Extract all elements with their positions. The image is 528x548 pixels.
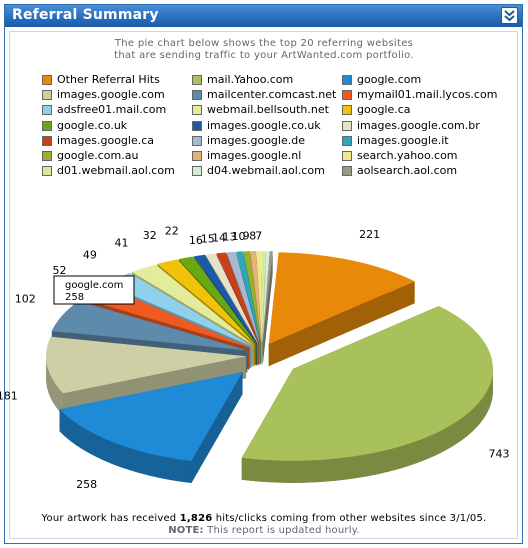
pie-slice[interactable] (268, 252, 415, 367)
legend-label: adsfree01.mail.com (57, 103, 167, 117)
slice-value-label: 49 (83, 248, 97, 261)
total-hits: 1,826 (179, 513, 213, 524)
legend-swatch (192, 151, 202, 161)
panel-header: Referral Summary (5, 5, 522, 27)
legend-label: Other Referral Hits (57, 73, 160, 86)
chart-tooltip: google.com 258 (53, 275, 135, 305)
summary-suffix: hits/clicks coming from other websites s… (212, 513, 487, 524)
legend-label: google.co.uk (57, 118, 128, 132)
legend-label: images.google.it (357, 133, 449, 147)
legend-swatch (342, 135, 352, 146)
summary-line: Your artwork has received 1,826 hits/cli… (0, 513, 528, 524)
tooltip-value: 258 (65, 292, 84, 303)
legend-swatch (42, 151, 52, 161)
legend-label: webmail.bellsouth.net (207, 103, 329, 117)
slice-value-label: 743 (488, 447, 509, 460)
summary-prefix: Your artwork has received (41, 513, 180, 524)
legend-label: google.com.au (57, 149, 139, 162)
legend-label: d01.webmail.aol.com (57, 164, 175, 178)
legend-label: images.google.de (207, 133, 305, 147)
legend-swatch (342, 120, 352, 131)
legend-swatch (342, 151, 352, 161)
slice-value-label: 181 (0, 389, 18, 402)
slice-value-label: 52 (52, 264, 66, 277)
note-line: NOTE: This report is updated hourly. (0, 525, 528, 536)
legend-swatch (342, 105, 352, 116)
legend-swatch (42, 120, 52, 131)
tooltip-label: google.com (65, 280, 123, 291)
legend-swatch (192, 105, 202, 116)
intro-line-2: that are sending traffic to your ArtWant… (114, 50, 414, 61)
pie-slice[interactable] (59, 372, 243, 484)
legend-label: google.ca (357, 103, 411, 117)
legend-label: images.google.com.br (357, 118, 480, 132)
slice-value-label: 258 (76, 478, 97, 491)
legend-label: images.google.com (57, 88, 165, 102)
legend-swatch (42, 135, 52, 146)
legend-label: mail.Yahoo.com (207, 73, 294, 86)
legend-swatch (192, 90, 202, 101)
legend-label: mailcenter.comcast.net (207, 88, 337, 102)
slice-value-label: 9 (243, 230, 250, 243)
slice-value-label: 15 (201, 233, 215, 246)
legend-label: google.com (357, 73, 422, 86)
pie-slice[interactable] (262, 251, 273, 366)
legend-label: images.google.nl (207, 149, 302, 162)
legend-swatch (42, 90, 52, 101)
slice-value-label: 221 (359, 228, 380, 241)
legend-swatch (42, 75, 52, 85)
legend-swatch (192, 120, 202, 131)
panel-title: Referral Summary (12, 7, 159, 23)
note-label: NOTE: (168, 525, 204, 536)
pie-slice[interactable] (241, 305, 493, 483)
slice-value-label: 13 (223, 231, 237, 244)
slice-value-label: 14 (212, 231, 226, 244)
legend-label: search.yahoo.com (357, 149, 458, 162)
note-text: This report is updated hourly. (203, 525, 360, 536)
legend-swatch (192, 166, 202, 177)
legend-label: images.google.ca (57, 133, 155, 147)
legend-label: images.google.co.uk (207, 118, 321, 132)
slice-value-label: 41 (115, 237, 129, 250)
slice-value-label: 8 (249, 230, 256, 243)
legend-label: aolsearch.aol.com (357, 164, 458, 178)
legend-swatch (42, 105, 52, 116)
slice-value-label: 102 (15, 292, 36, 305)
intro-line-1: The pie chart below shows the top 20 ref… (114, 38, 414, 49)
collapse-button[interactable] (501, 7, 518, 24)
slice-value-label: 32 (143, 229, 157, 242)
legend-label: d04.webmail.aol.com (207, 164, 325, 178)
slice-value-label: 10 (232, 230, 246, 243)
legend-swatch (192, 135, 202, 146)
legend-label: mymail01.mail.lycos.com (357, 88, 498, 102)
slice-value-label: 22 (165, 224, 179, 237)
double-chevron-down-icon (504, 10, 515, 22)
legend-swatch (192, 75, 202, 85)
legend-swatch (342, 90, 352, 101)
legend-swatch (342, 75, 352, 85)
slice-value-label: 7 (255, 229, 262, 242)
legend-swatch (42, 166, 52, 177)
slice-value-label: 16 (189, 234, 203, 247)
panel-content (9, 31, 518, 539)
legend-swatch (342, 166, 352, 177)
